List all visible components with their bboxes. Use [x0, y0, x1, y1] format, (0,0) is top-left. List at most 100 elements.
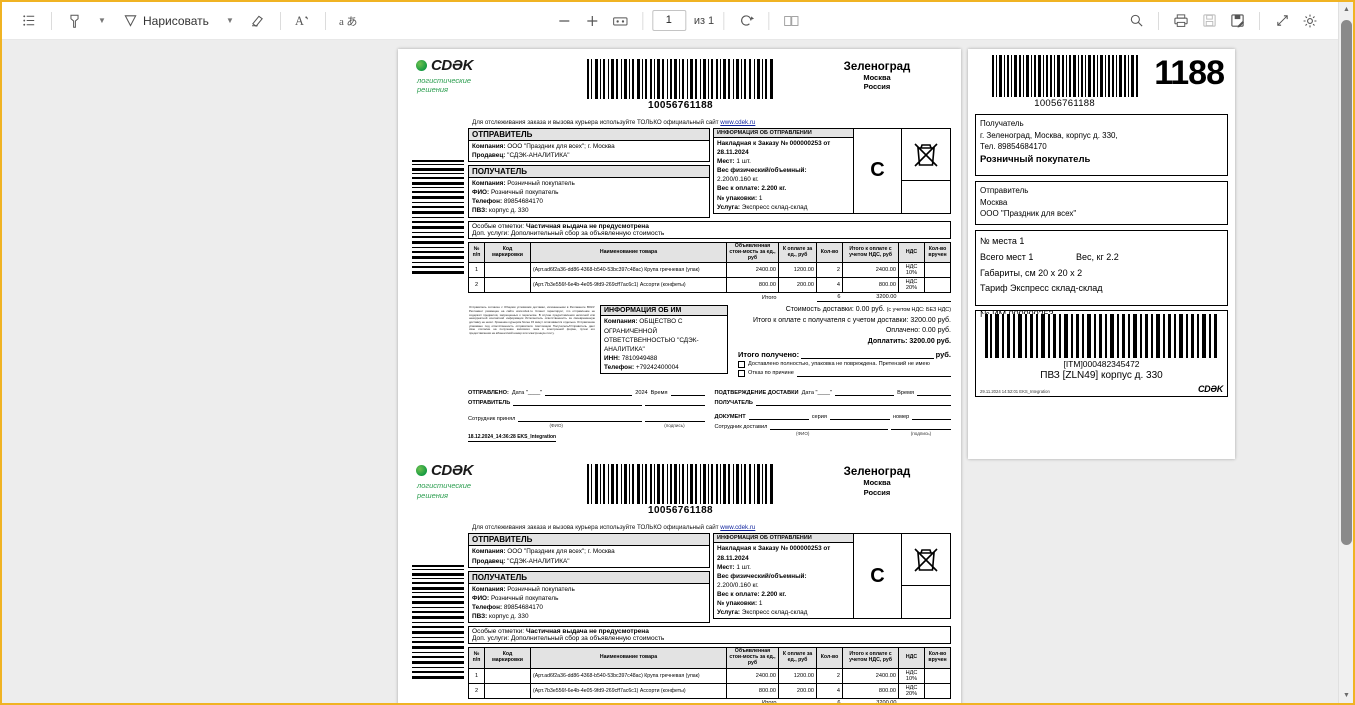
im-phone-label: Телефон:	[604, 363, 635, 371]
shipment-paywt-label: Вес к оплате:	[717, 590, 760, 598]
employee-delivered-line	[770, 422, 888, 431]
td-total: 800.00	[842, 682, 899, 699]
svg-text:あ: あ	[346, 15, 357, 28]
shipment-box: ИНФОРМАЦИЯ ОБ ОТПРАВЛЕНИИ Накладная к За…	[713, 128, 951, 214]
td-given	[924, 682, 951, 699]
save-as-icon[interactable]	[1224, 8, 1250, 34]
scroll-down-arrow-icon[interactable]: ▼	[1343, 692, 1350, 699]
fullscreen-icon[interactable]	[1269, 8, 1295, 34]
document-canvas[interactable]: CDƏK логистические решения	[2, 40, 1338, 703]
divider	[723, 11, 725, 30]
zoom-out-button[interactable]	[551, 8, 577, 34]
search-icon[interactable]	[1123, 8, 1149, 34]
td-price: 200.00	[778, 277, 817, 294]
eraser-icon[interactable]	[245, 8, 271, 34]
th-total: Итого к оплате с учетом НДС, руб	[842, 241, 899, 264]
employee-accepted-line2	[644, 414, 705, 423]
service-letter-box-2: C	[854, 534, 902, 619]
td-qty: 4	[816, 277, 843, 294]
vertical-barcode	[408, 128, 468, 442]
shipment-paywt-label: Вес к оплате:	[717, 185, 760, 193]
scroll-up-arrow-icon[interactable]: ▲	[1343, 6, 1350, 13]
tracking-note-2: Для отслеживания заказа и вызова курьера…	[472, 524, 951, 531]
parties-column: ОТПРАВИТЕЛЬ Компания: ООО "Праздник для …	[468, 128, 710, 221]
td-index: 1	[468, 667, 485, 684]
fit-page-icon[interactable]	[607, 8, 633, 34]
label-sender-company: ООО "Праздник для всех"	[980, 209, 1077, 219]
sent-label: ОТПРАВЛЕНО:	[468, 390, 509, 397]
sender-seller-label: Продавец:	[472, 557, 506, 565]
divider	[641, 11, 643, 30]
vertical-scrollbar[interactable]: ▲ ▼	[1338, 2, 1353, 703]
cdek-site-link[interactable]: www.cdek.ru	[720, 119, 756, 126]
service-letter-box: C	[854, 129, 902, 213]
th-given: Кол-во вручен	[924, 241, 951, 264]
shipment-places-label: Мест:	[717, 158, 735, 166]
page-number-input[interactable]: 1	[651, 10, 686, 31]
receiver-fio-value: Розничный покупатель	[490, 594, 559, 602]
checkbox-refused[interactable]	[738, 370, 745, 378]
zoom-in-button[interactable]	[579, 8, 605, 34]
label-places-total: Всего мест 1	[980, 251, 1034, 262]
shipment-invoice-date: 28.11.2024	[717, 149, 749, 157]
delivery-vat: (с учетом НДС: БЕЗ НДС)	[886, 307, 951, 314]
sign-caption-1: (подпись)	[664, 423, 685, 429]
vertical-barcode-2	[408, 533, 468, 703]
sender-company-label: Компания:	[472, 548, 506, 556]
rotate-icon[interactable]	[733, 8, 759, 34]
cdek-logo: CDƏK логистические решения	[408, 57, 558, 95]
td-total: 2400.00	[842, 667, 899, 684]
td-declared: 2400.00	[726, 262, 779, 279]
scrollbar-thumb[interactable]	[1341, 20, 1352, 545]
toc-icon[interactable]	[16, 8, 42, 34]
label-footer: 29.11.2024 14:52:01 EKS_Integration CDƏK	[980, 384, 1223, 394]
label-pvz-text: ПВЗ [ZLN49] корпус д. 330	[1040, 370, 1163, 381]
td-total: 800.00	[842, 277, 899, 294]
draw-dropdown-chevron-down-icon[interactable]: ▼	[225, 16, 234, 25]
tracking-note-text: Для отслеживания заказа и вызова курьера…	[472, 119, 721, 126]
label-sender-city: Москва	[980, 197, 1008, 207]
marks-label-2: Доп. услуги:	[472, 635, 510, 643]
checkbox-refused-row: Отказ по причине	[738, 370, 951, 378]
shipment-places-label: Мест:	[717, 563, 735, 571]
td-index: 2	[468, 682, 485, 699]
label-barcode-number: 10056761188	[1034, 98, 1095, 109]
goods-table: № п/п Код маркировки Наименование товара…	[468, 241, 951, 303]
marks-value-1: Частичная выдача не предусмотрена	[525, 628, 649, 636]
settings-gear-icon[interactable]	[1297, 8, 1323, 34]
draw-button[interactable]: Нарисовать	[117, 8, 215, 34]
waybill-columns-2: ОТПРАВИТЕЛЬ Компания: ООО "Праздник для …	[468, 533, 951, 703]
refuse-reason-line	[796, 370, 951, 378]
marks-label-1: Особые отметки:	[472, 222, 525, 230]
fio-caption-1: (ФИО)	[549, 423, 563, 429]
sign-caption-2: (подпись)	[910, 431, 932, 437]
marks-value-2: Дополнительный сбор за объявленную стоим…	[510, 229, 665, 237]
shipment-weight-value: 2.200/0.160 кг.	[717, 176, 759, 184]
highlighter-dropdown-chevron-down-icon[interactable]: ▼	[98, 16, 106, 25]
city-region: Москва	[863, 73, 891, 82]
destination-city-2: Зеленоград Москва Россия	[803, 466, 951, 497]
label-shipment-box: № места 1 Всего мест 1 Вес, кг 2.2 Габар…	[975, 230, 1228, 319]
print-icon[interactable]	[1168, 8, 1194, 34]
read-aloud-icon[interactable]: A	[290, 8, 316, 34]
cdek-logo-sub-2: решения	[417, 85, 449, 95]
checkbox-delivered[interactable]	[738, 361, 745, 369]
page-layout-icon[interactable]	[778, 8, 804, 34]
highlighter-icon[interactable]	[61, 8, 87, 34]
shipment-places-value: 1 шт.	[736, 563, 751, 571]
paid-amount: Оплачено: 0.00 руб.	[885, 327, 951, 335]
label-cdek-logo: CDƏK	[1197, 384, 1223, 394]
th-declared: Объявленная стои-мость за ед., руб	[726, 647, 779, 669]
td-declared: 2400.00	[726, 667, 779, 684]
receiver-box: ПОЛУЧАТЕЛЬ Компания: Розничный покупател…	[468, 165, 710, 218]
total-qty: 6	[816, 697, 843, 703]
table-row: 1 (Арт.ad6f2a36-dd86-4368-b540-53bc397c4…	[468, 667, 951, 684]
cdek-site-link[interactable]: www.cdek.ru	[720, 524, 756, 532]
divider	[1158, 11, 1159, 30]
save-icon[interactable]	[1196, 8, 1222, 34]
time-label-2: Время	[897, 390, 914, 397]
label-weight: Вес, кг 2.2	[1076, 251, 1119, 262]
im-title: ИНФОРМАЦИЯ ОБ ИМ	[601, 306, 727, 317]
